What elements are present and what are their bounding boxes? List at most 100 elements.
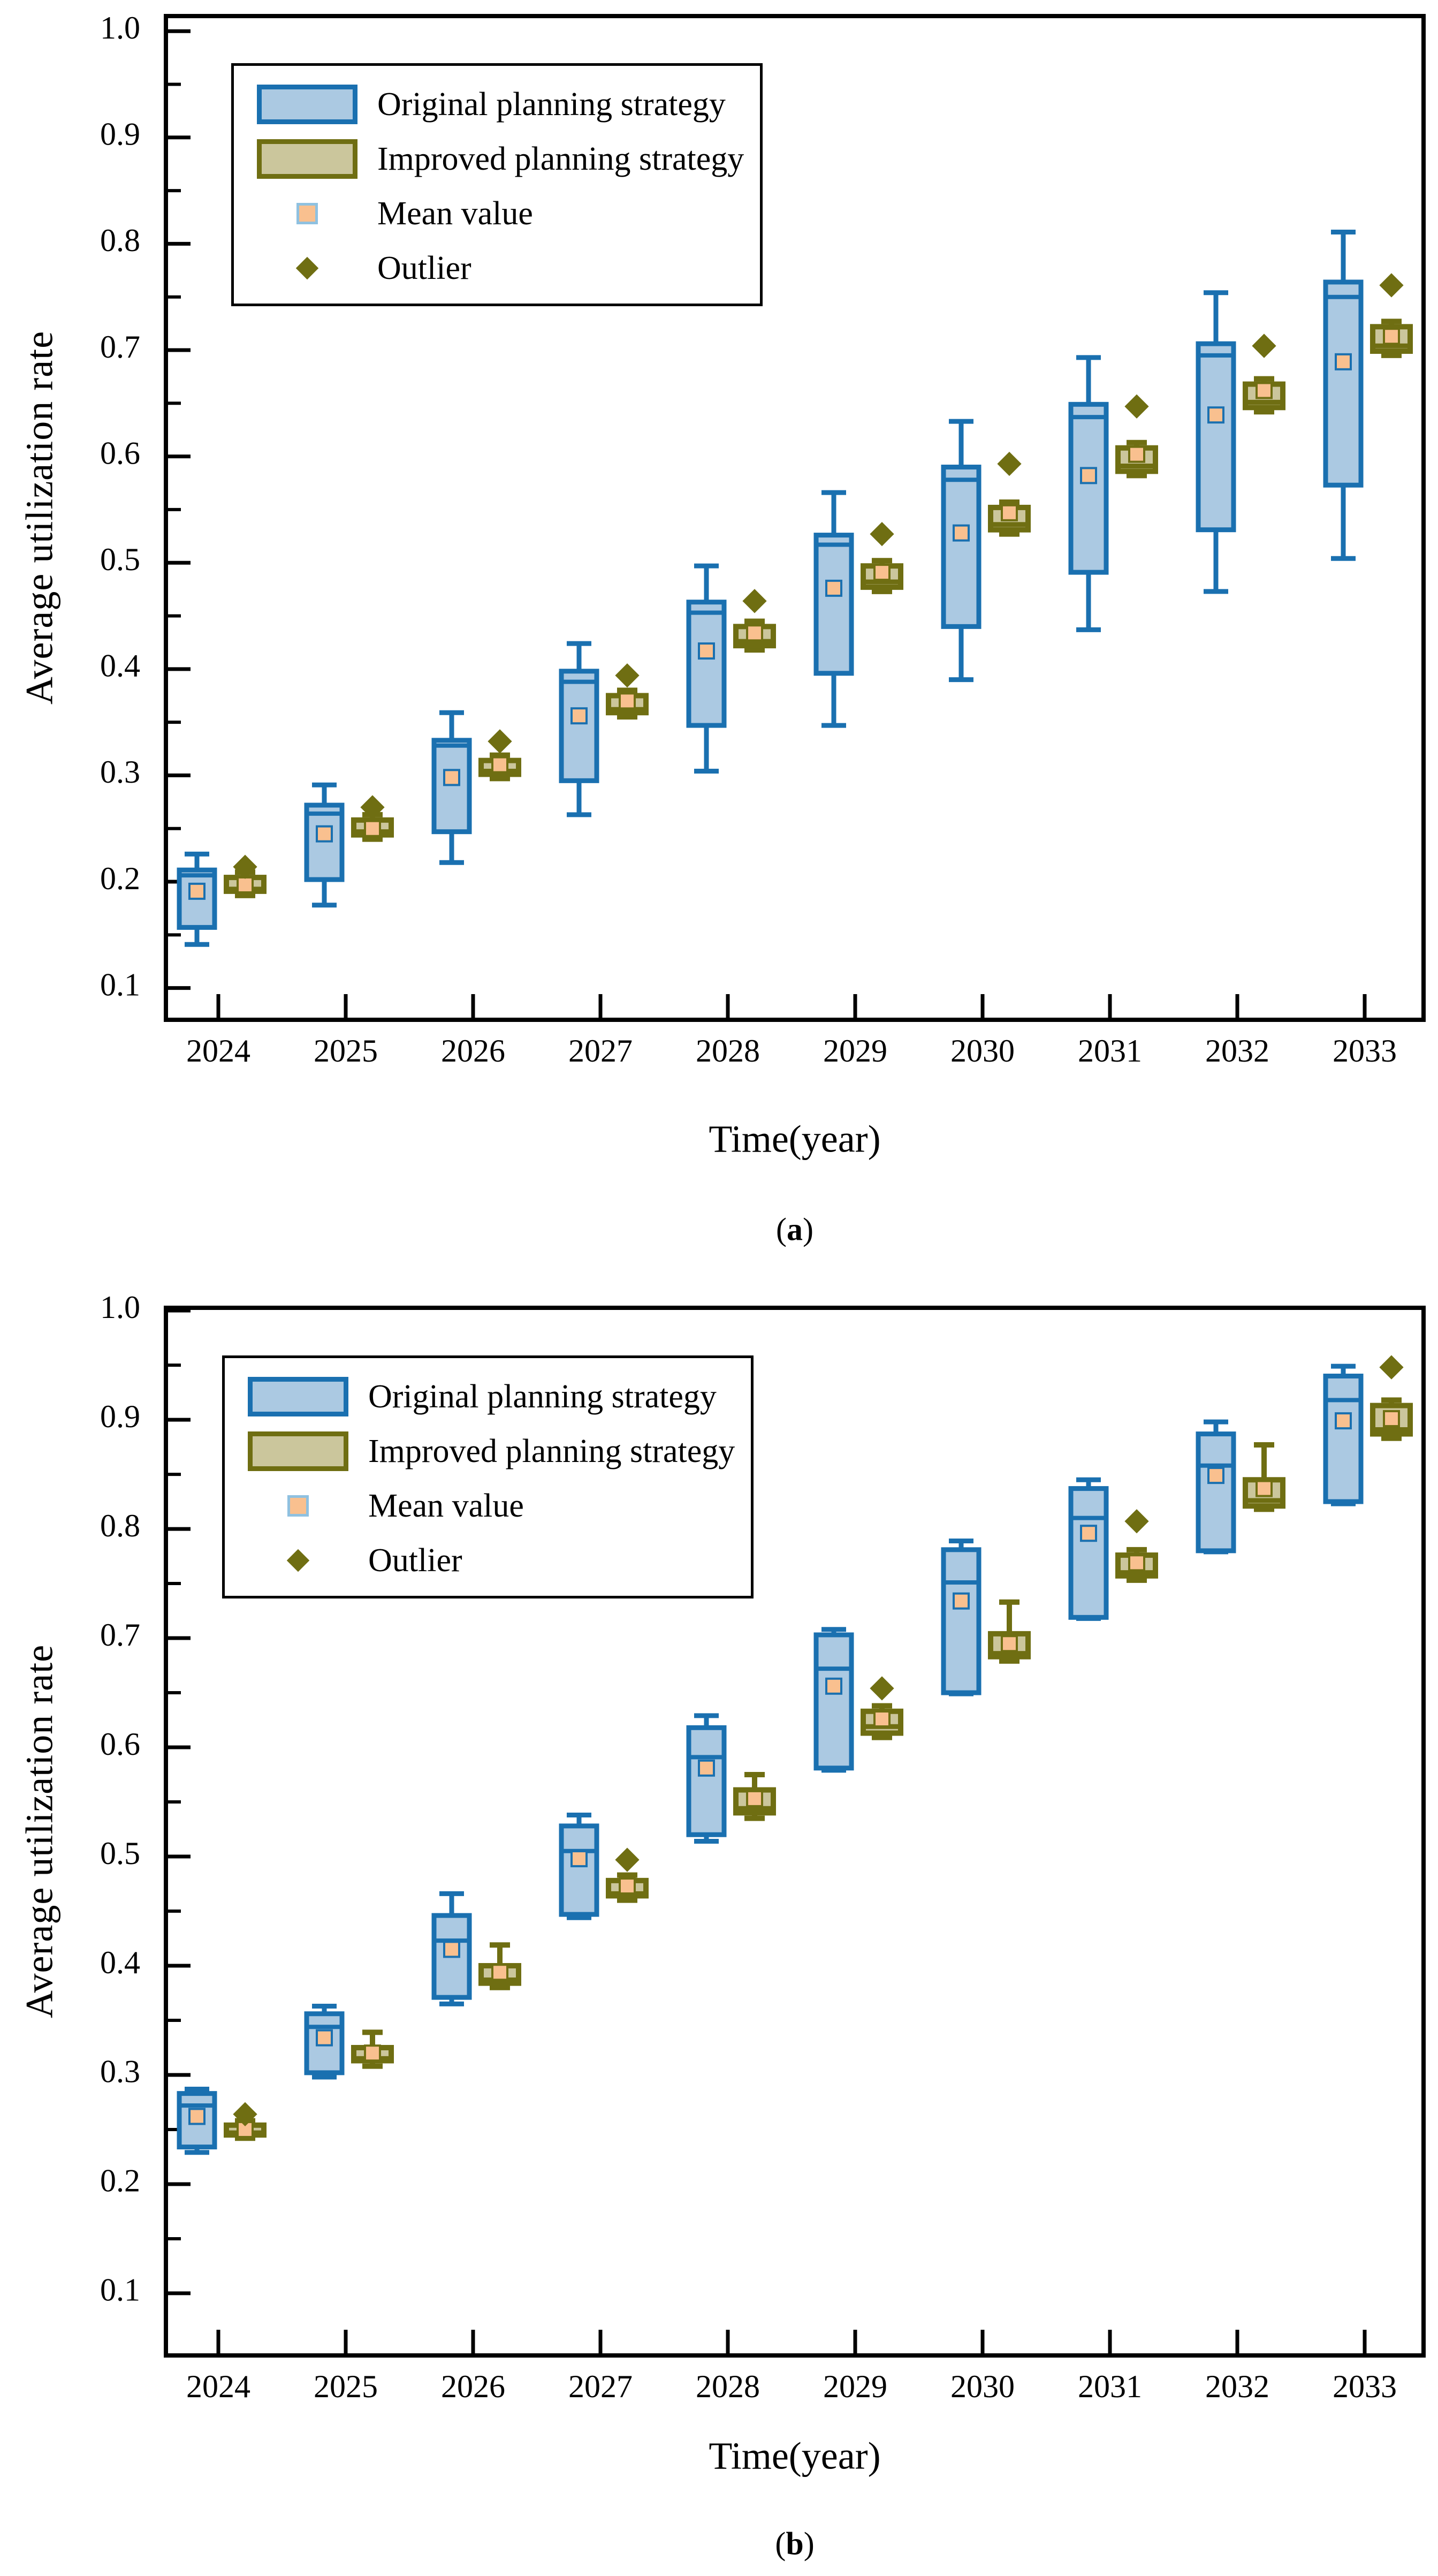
mean-marker bbox=[746, 1790, 763, 1807]
x-tick-label: 2033 bbox=[1333, 2369, 1397, 2404]
y-tick-label: 0.7 bbox=[100, 1617, 140, 1653]
y-tick-label: 0.2 bbox=[100, 861, 140, 896]
legend-item-original: Original planning strategy bbox=[252, 80, 744, 129]
mean-marker bbox=[316, 825, 333, 843]
legend-item-mean: Mean value bbox=[243, 1481, 735, 1531]
original-box bbox=[1323, 279, 1364, 488]
x-tick-label: 2032 bbox=[1205, 1033, 1269, 1069]
y-tick-label: 0.2 bbox=[100, 2163, 140, 2199]
mean-marker bbox=[188, 882, 206, 900]
legend-label: Original planning strategy bbox=[377, 86, 726, 123]
mean-marker bbox=[1335, 1412, 1352, 1430]
mean-marker bbox=[1128, 1554, 1145, 1572]
outlier-diamond bbox=[1379, 1355, 1404, 1380]
legend-a: Original planning strategy Improved plann… bbox=[231, 63, 763, 306]
outlier-diamond bbox=[1124, 394, 1149, 419]
x-tick-label: 2033 bbox=[1333, 1033, 1397, 1069]
x-tick-label: 2029 bbox=[823, 1033, 887, 1069]
mean-marker bbox=[1207, 406, 1224, 424]
x-tick-label: 2030 bbox=[950, 2369, 1015, 2404]
x-tick-label: 2025 bbox=[314, 2369, 378, 2404]
mean-marker bbox=[443, 769, 460, 786]
panel-caption-b: (b) bbox=[775, 2526, 815, 2562]
mean-marker bbox=[237, 876, 254, 893]
legend-label: Outlier bbox=[368, 1542, 462, 1579]
mean-marker bbox=[1001, 1635, 1018, 1653]
original-box bbox=[1068, 1486, 1109, 1620]
y-axis-label-a: Average utilization rate bbox=[18, 330, 61, 705]
x-tick-label: 2030 bbox=[950, 1033, 1015, 1069]
mean-marker bbox=[873, 564, 891, 581]
outlier-diamond bbox=[488, 729, 512, 754]
y-tick-label: 0.5 bbox=[100, 1836, 140, 1871]
legend-item-improved: Improved planning strategy bbox=[252, 134, 744, 184]
mean-marker bbox=[873, 1710, 891, 1728]
panel-caption-a: (a) bbox=[776, 1211, 813, 1247]
mean-marker bbox=[491, 756, 508, 774]
improved-box-swatch-icon bbox=[252, 139, 362, 179]
mean-marker bbox=[953, 1592, 970, 1610]
mean-marker bbox=[443, 1941, 460, 1958]
original-box bbox=[177, 867, 217, 930]
outlier-diamond bbox=[1379, 273, 1404, 298]
mean-marker-icon bbox=[243, 1495, 353, 1517]
x-tick-label: 2029 bbox=[823, 2369, 887, 2404]
original-box bbox=[1196, 1431, 1236, 1554]
y-tick-label: 0.6 bbox=[100, 435, 140, 471]
y-tick-label: 0.3 bbox=[100, 2054, 140, 2089]
x-tick-label: 2026 bbox=[441, 1033, 505, 1069]
mean-marker bbox=[1001, 504, 1018, 521]
y-tick-label: 1.0 bbox=[100, 10, 140, 46]
x-tick-label: 2028 bbox=[696, 1033, 760, 1069]
legend-label: Mean value bbox=[377, 195, 533, 232]
x-tick-label: 2031 bbox=[1078, 2369, 1142, 2404]
y-tick-label: 0.8 bbox=[100, 1508, 140, 1543]
panel-caption-letter: a bbox=[787, 1211, 803, 1247]
outlier-diamond bbox=[1252, 334, 1276, 358]
x-axis-label-a: Time(year) bbox=[709, 1117, 881, 1161]
legend-label: Improved planning strategy bbox=[368, 1433, 735, 1469]
y-tick-label: 0.3 bbox=[100, 754, 140, 790]
mean-marker bbox=[1383, 1410, 1400, 1428]
outlier-diamond bbox=[615, 1847, 640, 1872]
x-tick-label: 2031 bbox=[1078, 1033, 1142, 1069]
original-box bbox=[813, 533, 854, 676]
original-box bbox=[941, 464, 982, 629]
x-tick-label: 2027 bbox=[568, 2369, 633, 2404]
original-box bbox=[813, 1632, 854, 1771]
mean-marker bbox=[364, 820, 381, 837]
mean-marker bbox=[1128, 445, 1145, 463]
y-tick-label: 0.4 bbox=[100, 648, 140, 684]
y-tick-label: 0.9 bbox=[100, 117, 140, 152]
mean-marker bbox=[1080, 467, 1097, 484]
original-box bbox=[686, 600, 727, 728]
outlier-diamond-icon bbox=[243, 1549, 353, 1572]
original-box-swatch-icon bbox=[243, 1377, 353, 1416]
mean-marker bbox=[698, 1759, 715, 1777]
outlier-diamond bbox=[360, 795, 385, 820]
panel-caption-letter: b bbox=[786, 2526, 804, 2562]
x-tick-label: 2025 bbox=[314, 1033, 378, 1069]
y-tick-label: 0.5 bbox=[100, 542, 140, 577]
legend-item-original: Original planning strategy bbox=[243, 1372, 735, 1421]
outlier-diamond bbox=[870, 521, 894, 547]
x-tick-label: 2026 bbox=[441, 2369, 505, 2404]
outlier-diamond bbox=[742, 589, 767, 613]
original-box-swatch-icon bbox=[252, 85, 362, 124]
legend-item-mean: Mean value bbox=[252, 189, 744, 238]
mean-marker bbox=[953, 524, 970, 542]
y-tick-label: 0.4 bbox=[100, 1945, 140, 1980]
y-tick-label: 0.6 bbox=[100, 1726, 140, 1762]
outlier-diamond bbox=[615, 663, 640, 688]
mean-marker bbox=[1383, 328, 1400, 345]
legend-label: Mean value bbox=[368, 1487, 524, 1524]
x-tick-label: 2028 bbox=[696, 2369, 760, 2404]
mean-marker bbox=[825, 579, 842, 597]
mean-marker bbox=[619, 692, 636, 710]
x-tick-label: 2024 bbox=[186, 2369, 250, 2404]
y-tick-label: 0.7 bbox=[100, 329, 140, 365]
y-tick-label: 1.0 bbox=[100, 1290, 140, 1325]
x-tick-label: 2032 bbox=[1205, 2369, 1269, 2404]
